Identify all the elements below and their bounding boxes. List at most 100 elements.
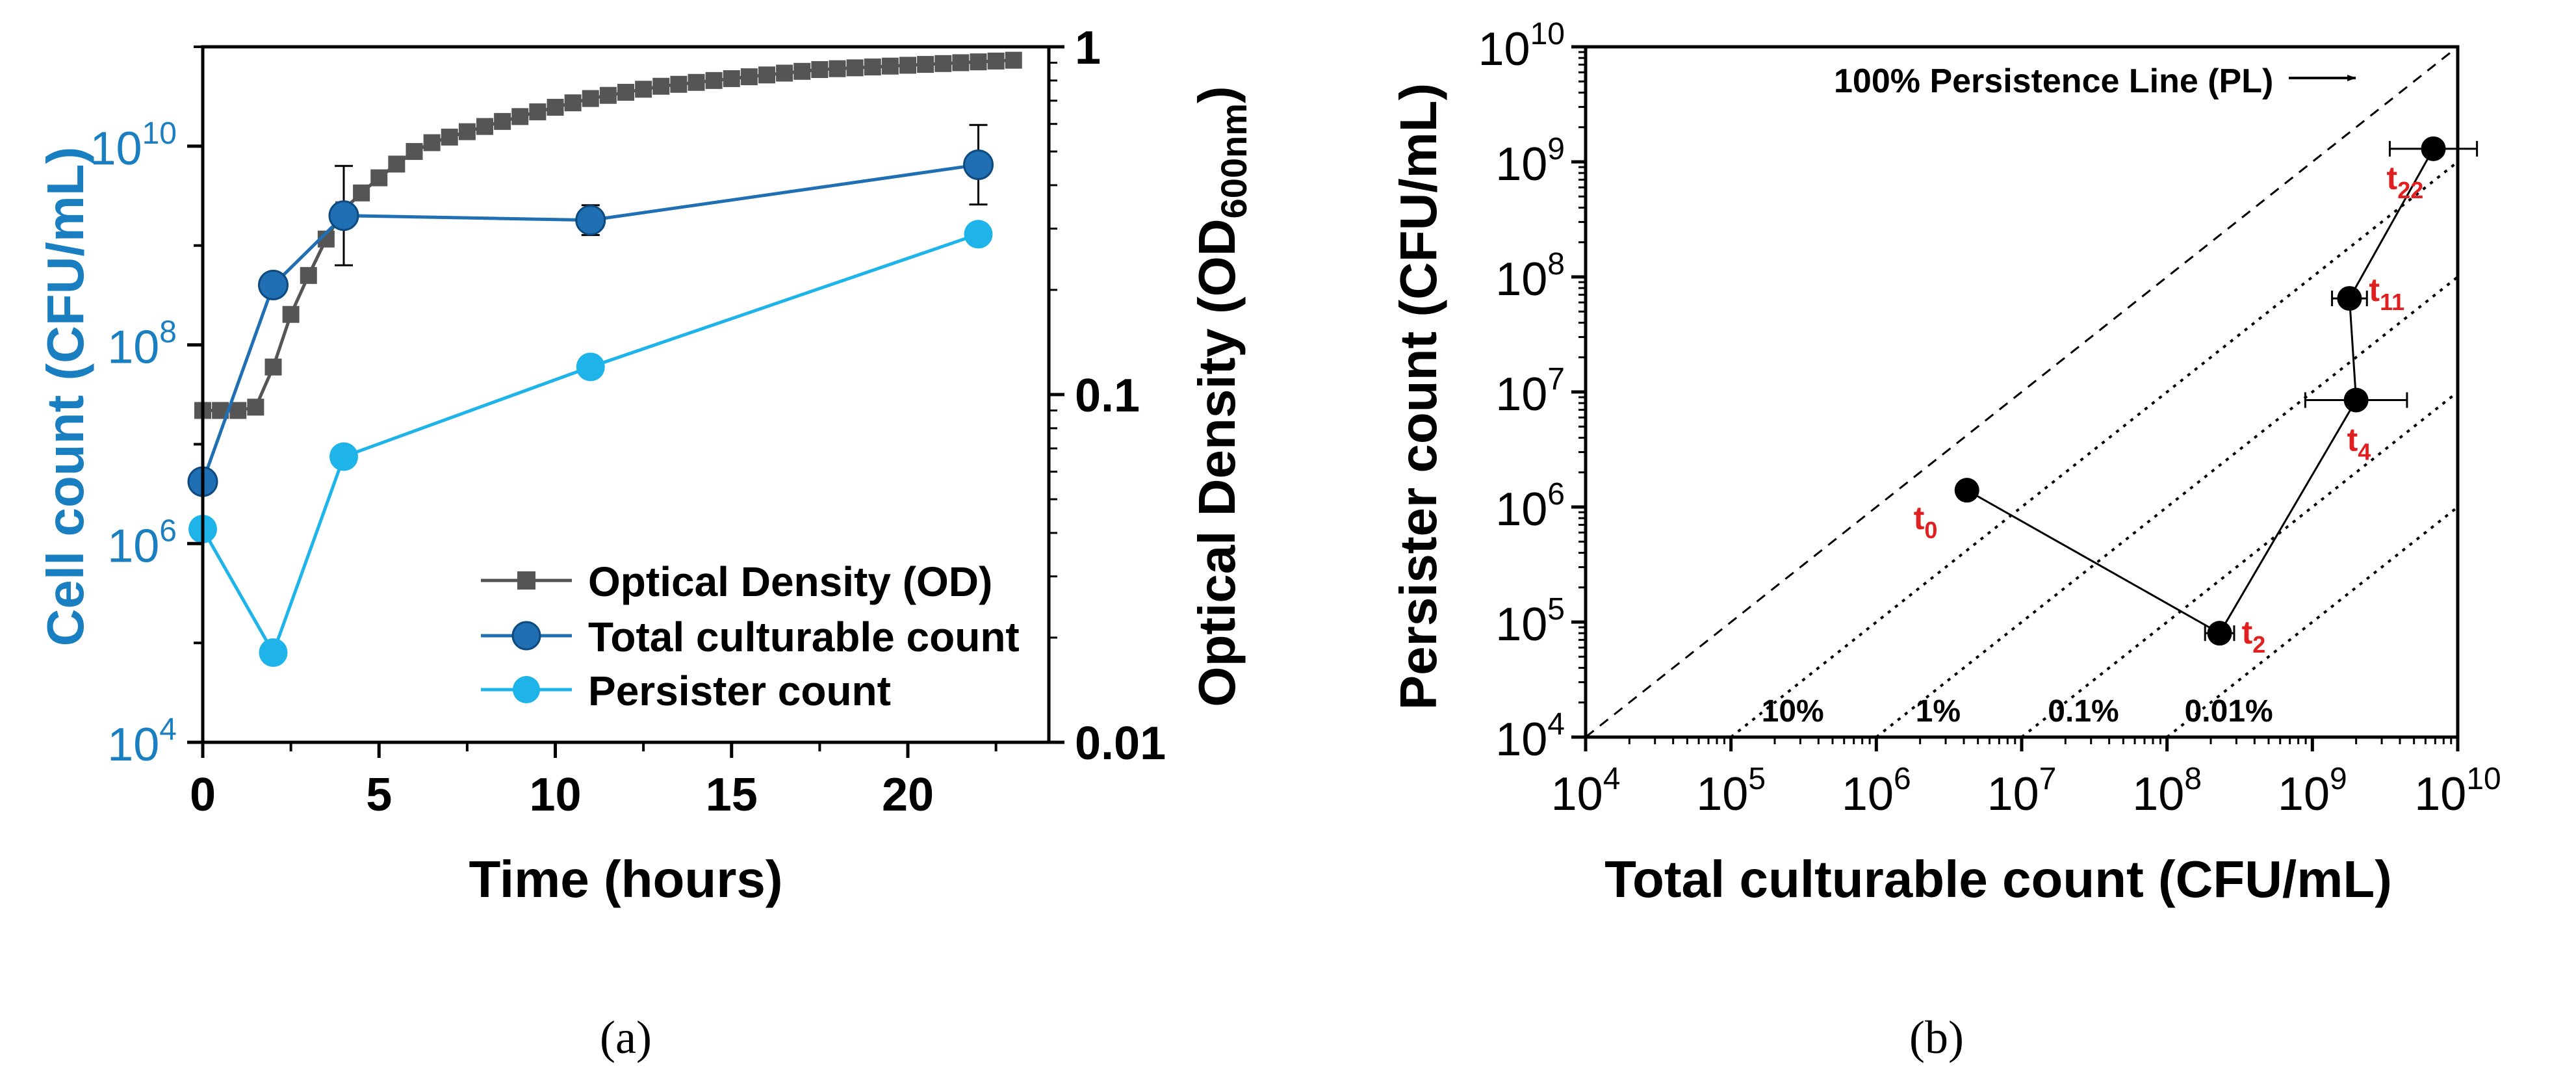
od-point [1005, 51, 1022, 69]
total-point [963, 149, 994, 180]
chart-b-x-axis-label: Total culturable count (CFU/mL) [1604, 850, 2392, 908]
x-tick-label: 5 [366, 769, 392, 821]
od-point [934, 55, 952, 72]
x-tick-label-exp: 10 [2466, 762, 2501, 796]
chart-b-y-axis-label: Persister count (CFU/mL) [1389, 83, 1447, 710]
panel-b-caption: (b) [1909, 1011, 1964, 1063]
data-point [2343, 387, 2369, 413]
x-tick-label: 109 [2278, 762, 2347, 820]
y-tick-label: 108 [1495, 247, 1565, 306]
od-point [688, 73, 705, 91]
left-y-tick-label-exp: 8 [159, 315, 177, 350]
reference-line-label: 10% [1762, 694, 1824, 729]
od-point [758, 66, 775, 84]
x-tick-label-exp: 5 [1748, 762, 1766, 796]
od-point [740, 68, 758, 86]
reference-line [1585, 46, 2458, 738]
od-point [388, 155, 406, 173]
persistence-line-label: 100% Persistence Line (PL) [1834, 62, 2273, 100]
y-tick-label-exp: 5 [1547, 592, 1565, 627]
od-point [670, 75, 688, 93]
od-point [635, 81, 652, 98]
y-tick-label: 107 [1495, 362, 1565, 421]
od-point [917, 56, 934, 73]
x-tick-label: 20 [882, 769, 934, 821]
chart-a-right-y-axis-label-sub: 600nm [1213, 103, 1254, 218]
od-point [547, 99, 564, 116]
x-tick-label-base: 10 [1551, 768, 1603, 820]
chart-a-right-y-axis: 0.01 0.1 1 [1049, 22, 1166, 770]
od-point [705, 72, 723, 89]
y-tick-label: 109 [1495, 132, 1565, 190]
y-tick-label-exp: 4 [1547, 707, 1565, 742]
od-point [987, 52, 1005, 70]
point-label-sub: 4 [2358, 438, 2371, 465]
y-tick-label: 105 [1495, 592, 1565, 651]
od-point [300, 266, 317, 284]
od-point [282, 306, 300, 323]
chart-a-right-y-axis-label: Optical Density (OD600nm) [1188, 86, 1254, 707]
x-tick-label: 15 [706, 769, 758, 821]
legend-persister-marker [513, 676, 540, 703]
od-point [370, 169, 388, 187]
od-point [652, 77, 670, 95]
od-point [476, 118, 493, 135]
legend-od-label: Optical Density (OD) [588, 558, 992, 605]
x-tick-label-exp: 6 [1894, 762, 1911, 796]
x-tick-label-base: 10 [2414, 768, 2466, 820]
od-point [952, 54, 970, 72]
point-label-sub: 2 [2252, 631, 2265, 658]
x-tick-label-base: 10 [1842, 768, 1894, 820]
od-point [494, 112, 511, 130]
x-tick-label-exp: 7 [2039, 762, 2057, 796]
od-point [406, 143, 423, 161]
reference-line [2020, 391, 2459, 738]
od-point [793, 62, 811, 80]
y-tick-label-base: 10 [1478, 23, 1530, 75]
persister-point [964, 220, 993, 249]
right-y-tick-label: 0.1 [1075, 370, 1140, 422]
od-point [564, 94, 582, 112]
y-tick-label-exp: 6 [1547, 477, 1565, 512]
left-y-tick-label-base: 10 [107, 719, 159, 771]
reference-line [1875, 276, 2459, 738]
y-tick-label-exp: 9 [1547, 132, 1565, 166]
od-point [811, 61, 829, 79]
left-y-tick-label-base: 10 [107, 520, 159, 572]
reference-line-label: 1% [1916, 694, 1961, 729]
legend-item-od: Optical Density (OD) [481, 558, 992, 605]
point-label: t11 [2369, 272, 2404, 315]
od-point [247, 398, 264, 416]
chart-a-right-y-axis-label-main: Optical Density (OD [1188, 218, 1246, 707]
od-point [776, 64, 793, 82]
y-tick-label-exp: 10 [1530, 17, 1565, 51]
left-y-tick-label-exp: 6 [159, 514, 177, 548]
od-point [353, 184, 370, 202]
total-point [328, 200, 359, 231]
od-point [617, 83, 634, 101]
x-tick-label-base: 10 [1696, 768, 1748, 820]
point-label-sub: 11 [2380, 289, 2404, 315]
panel-a-caption: (a) [600, 1011, 652, 1063]
x-tick-label-exp: 8 [2184, 762, 2202, 796]
point-label-sub: 0 [1924, 517, 1937, 543]
chart-a-left-y-axis-label: Cell count (CFU/mL) [36, 147, 94, 647]
od-point [529, 103, 547, 121]
reference-line-label: 0.1% [2048, 694, 2119, 729]
od-point [511, 108, 529, 125]
point-label-main: t [2387, 160, 2398, 196]
y-tick-label-base: 10 [1495, 254, 1547, 306]
od-point [970, 53, 987, 71]
od-point [229, 402, 247, 419]
od-point [599, 86, 617, 104]
data-point [2421, 136, 2446, 161]
point-label: t4 [2347, 421, 2371, 465]
od-point [723, 70, 740, 87]
persister-point [259, 638, 288, 667]
right-y-tick-label: 0.01 [1075, 718, 1166, 770]
y-tick-label-exp: 8 [1547, 247, 1565, 281]
point-label-main: t [2369, 272, 2380, 308]
